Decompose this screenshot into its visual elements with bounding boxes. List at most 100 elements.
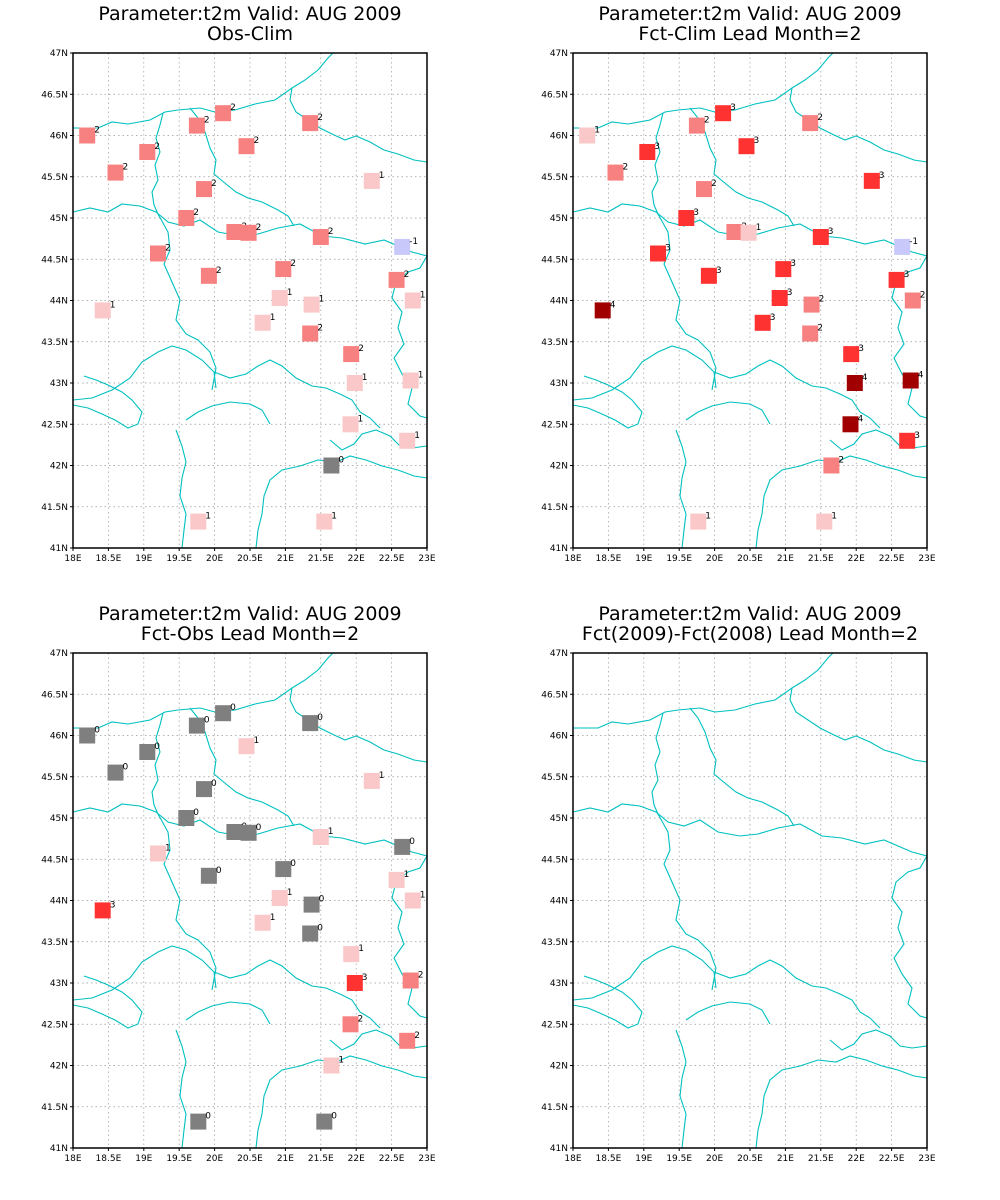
country-border bbox=[891, 255, 928, 419]
station-value-label: 3 bbox=[879, 171, 885, 181]
map-canvas: 2222222222222222221111111111110-141N41.5… bbox=[41, 49, 436, 564]
y-tick-label: 41.5N bbox=[41, 503, 68, 513]
x-tick-label: 22E bbox=[348, 1154, 365, 1164]
station-marker bbox=[863, 172, 880, 189]
station-value-label: 1 bbox=[358, 414, 364, 424]
station-value-label: 3 bbox=[904, 270, 910, 280]
station-value-label: 1 bbox=[379, 171, 385, 181]
country-border bbox=[839, 393, 881, 429]
station-marker bbox=[690, 513, 707, 530]
y-tick-label: 44.5N bbox=[541, 255, 568, 265]
station-value-label: 2 bbox=[358, 1014, 364, 1024]
station-value-label: 3 bbox=[730, 103, 736, 113]
country-border bbox=[685, 401, 771, 425]
x-tick-label: 21E bbox=[777, 554, 794, 564]
station-marker bbox=[196, 781, 212, 798]
station-marker bbox=[94, 302, 111, 319]
station-value-label: 2 bbox=[193, 208, 199, 218]
station-value-label: 2 bbox=[704, 116, 710, 126]
station-value-label: 2 bbox=[711, 179, 717, 189]
country-border bbox=[572, 945, 717, 1001]
x-tick-label: 18.5E bbox=[596, 554, 622, 564]
station-value-label: 3 bbox=[828, 227, 834, 237]
station-marker bbox=[700, 267, 717, 284]
x-tick-label: 21E bbox=[777, 1154, 794, 1164]
x-tick-label: 20E bbox=[206, 554, 223, 564]
station-value-label: -1 bbox=[909, 237, 918, 247]
station-value-label: 2 bbox=[254, 136, 260, 146]
station-value-label: 1 bbox=[404, 870, 410, 880]
y-tick-label: 47N bbox=[50, 49, 68, 59]
station-value-label: 1 bbox=[287, 888, 293, 898]
y-tick-label: 42N bbox=[50, 462, 68, 472]
station-marker bbox=[150, 845, 166, 862]
x-tick-label: 22E bbox=[848, 1154, 865, 1164]
y-tick-label: 45.5N bbox=[541, 173, 568, 183]
country-border bbox=[185, 1001, 271, 1025]
country-border bbox=[213, 959, 341, 995]
country-border bbox=[72, 945, 217, 1001]
station-value-label: 3 bbox=[914, 431, 920, 441]
y-tick-label: 42N bbox=[550, 462, 568, 472]
station-marker bbox=[190, 513, 207, 530]
y-tick-label: 43.5N bbox=[41, 338, 68, 348]
station-marker bbox=[312, 229, 329, 245]
station-marker bbox=[715, 105, 732, 122]
station-value-label: 2 bbox=[211, 179, 217, 189]
y-tick-label: 41.5N bbox=[41, 1103, 68, 1113]
x-tick-label: 19E bbox=[635, 554, 652, 564]
station-marker bbox=[726, 224, 743, 240]
x-tick-label: 19E bbox=[635, 1154, 652, 1164]
station-value-label: 1 bbox=[270, 313, 276, 323]
station-value-label: 1 bbox=[205, 512, 211, 522]
station-marker bbox=[200, 867, 217, 884]
country-border bbox=[685, 1001, 771, 1025]
map-panel-fct-obs: Parameter:t2m Valid: AUG 2009 Fct-Obs Le… bbox=[0, 600, 500, 1200]
station-marker bbox=[302, 715, 319, 732]
station-marker bbox=[303, 296, 320, 313]
station-marker bbox=[79, 727, 96, 744]
station-value-label: 2 bbox=[216, 266, 222, 276]
map-canvas: 1233322332313232333433244243112-141N41.5… bbox=[541, 49, 936, 564]
country-border bbox=[73, 52, 334, 129]
station-marker bbox=[678, 210, 695, 226]
station-value-label: 1 bbox=[420, 291, 426, 301]
station-marker bbox=[240, 824, 257, 841]
country-border bbox=[789, 87, 928, 163]
station-value-label: 3 bbox=[754, 136, 760, 146]
country-border bbox=[289, 687, 428, 763]
station-marker bbox=[823, 457, 840, 474]
station-marker bbox=[107, 164, 124, 181]
station-marker bbox=[271, 290, 288, 306]
station-marker bbox=[842, 416, 859, 433]
station-marker bbox=[740, 224, 757, 241]
country-border bbox=[175, 1029, 187, 1149]
station-value-label: 2 bbox=[154, 142, 160, 152]
station-marker bbox=[775, 261, 792, 278]
station-marker bbox=[342, 416, 359, 433]
station-marker bbox=[802, 325, 819, 342]
station-value-label: 3 bbox=[665, 244, 671, 254]
station-value-label: 1 bbox=[338, 1056, 344, 1066]
station-value-label: 3 bbox=[770, 313, 776, 323]
x-tick-label: 19.5E bbox=[666, 554, 692, 564]
x-tick-label: 22.5E bbox=[379, 554, 405, 564]
y-tick-label: 47N bbox=[50, 649, 68, 659]
panel-title: Parameter:t2m Valid: AUG 2009 bbox=[98, 603, 402, 625]
map-canvas: 0001000000100010111311032122001041N41.5N… bbox=[41, 649, 436, 1164]
station-marker bbox=[843, 346, 860, 363]
country-border bbox=[675, 1029, 687, 1149]
station-marker bbox=[316, 1113, 333, 1130]
station-marker bbox=[94, 902, 111, 919]
station-marker bbox=[323, 1057, 340, 1074]
x-tick-label: 20.5E bbox=[237, 1154, 263, 1164]
station-marker bbox=[607, 164, 624, 181]
country-border bbox=[572, 803, 928, 857]
station-marker bbox=[139, 144, 156, 160]
y-tick-label: 44.5N bbox=[41, 255, 68, 265]
station-marker bbox=[79, 127, 96, 144]
y-tick-label: 46.5N bbox=[41, 90, 68, 100]
y-tick-label: 45N bbox=[550, 814, 568, 824]
station-marker bbox=[388, 871, 405, 888]
country-border bbox=[829, 1029, 928, 1051]
